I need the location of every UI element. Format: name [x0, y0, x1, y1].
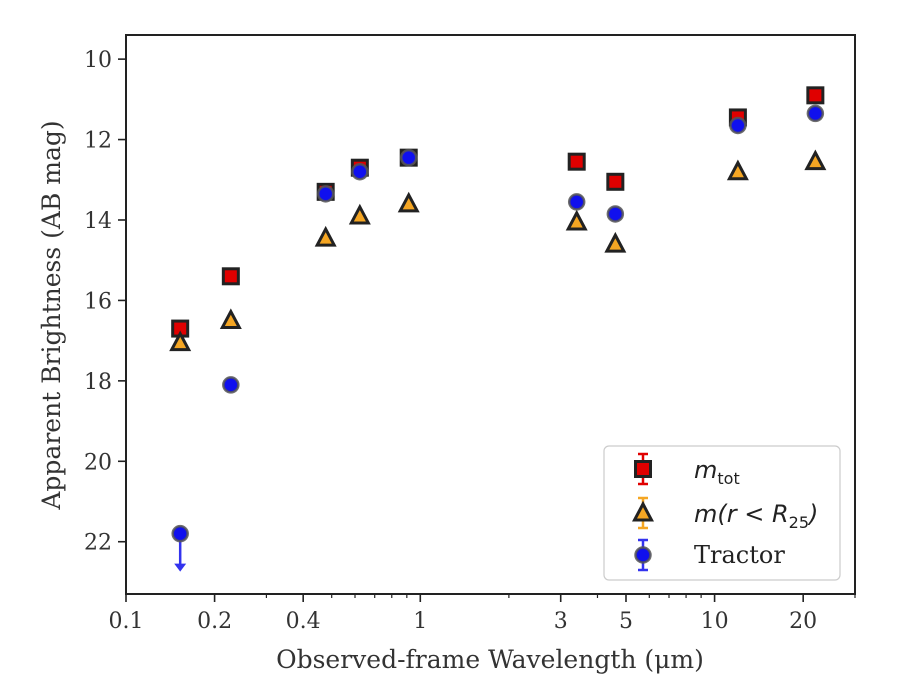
data-point-tractor [567, 193, 586, 211]
x-axis-label: Observed-frame Wavelength (μm) [276, 645, 704, 674]
x-tick-label: 1 [413, 609, 427, 634]
data-point-mR25 [219, 308, 242, 330]
legend-marker-tractor [634, 546, 652, 564]
x-tick-label: 5 [619, 609, 633, 634]
axis-ticks: 0.1 0.2 0.4 1 3 5 10 20 10 12 14 16 18 20 22 [84, 48, 856, 634]
y-tick-label: 14 [84, 209, 112, 234]
x-tick-label: 0.2 [197, 609, 232, 634]
series-mR25 [169, 149, 827, 352]
data-point-mR25 [726, 159, 749, 181]
data-point-tractor [806, 104, 825, 123]
legend-marker-mtot [634, 460, 652, 478]
legend-box [603, 445, 841, 581]
legend-label-tractor: Tractor [694, 541, 785, 569]
data-point-mR25 [397, 191, 420, 213]
y-tick-label: 20 [84, 450, 112, 475]
y-tick-label: 12 [84, 129, 112, 154]
data-point-tractor [606, 205, 625, 223]
data-point-mR25 [314, 225, 337, 247]
x-tick-label: 20 [789, 609, 817, 634]
y-axis-label: Apparent Brightness (AB mag) [37, 120, 66, 510]
data-point-mR25 [565, 209, 588, 231]
data-point-tractor [351, 162, 369, 181]
x-tick-label: 10 [701, 609, 729, 634]
data-point-tractor [399, 148, 418, 167]
data-point-mtot [567, 152, 586, 171]
x-tick-label: 3 [554, 609, 568, 634]
data-point-mR25 [348, 203, 371, 225]
legend-symbols [632, 452, 654, 572]
series-mtot [171, 86, 825, 338]
data-point-tractor [729, 116, 747, 135]
data-point-tractor [171, 524, 189, 543]
data-point-mR25 [604, 231, 627, 253]
data-point-mtot [221, 267, 240, 286]
x-tick-label: 0.1 [109, 609, 144, 634]
y-tick-label: 10 [84, 48, 112, 73]
data-marks [169, 86, 827, 572]
data-point-tractor [222, 376, 240, 394]
series-tractor [171, 104, 825, 572]
plot-frame [125, 34, 856, 595]
data-point-mR25 [169, 330, 192, 352]
legend: mtot m(r < R25) Tractor [603, 445, 841, 581]
data-point-mtot [606, 172, 625, 191]
data-point-tractor [316, 185, 335, 203]
legend-marker-mR25 [632, 500, 654, 522]
data-point-mR25 [804, 149, 827, 171]
data-point-mtot [806, 86, 825, 105]
y-tick-label: 22 [84, 531, 112, 556]
upper-limit-arrow-head [174, 563, 187, 572]
y-tick-label: 18 [84, 370, 112, 395]
legend-label-mtot: mtot [694, 456, 740, 488]
x-tick-label: 0.4 [286, 609, 321, 634]
legend-label-mr25: m(r < R25) [694, 500, 818, 532]
y-tick-label: 16 [84, 289, 112, 314]
